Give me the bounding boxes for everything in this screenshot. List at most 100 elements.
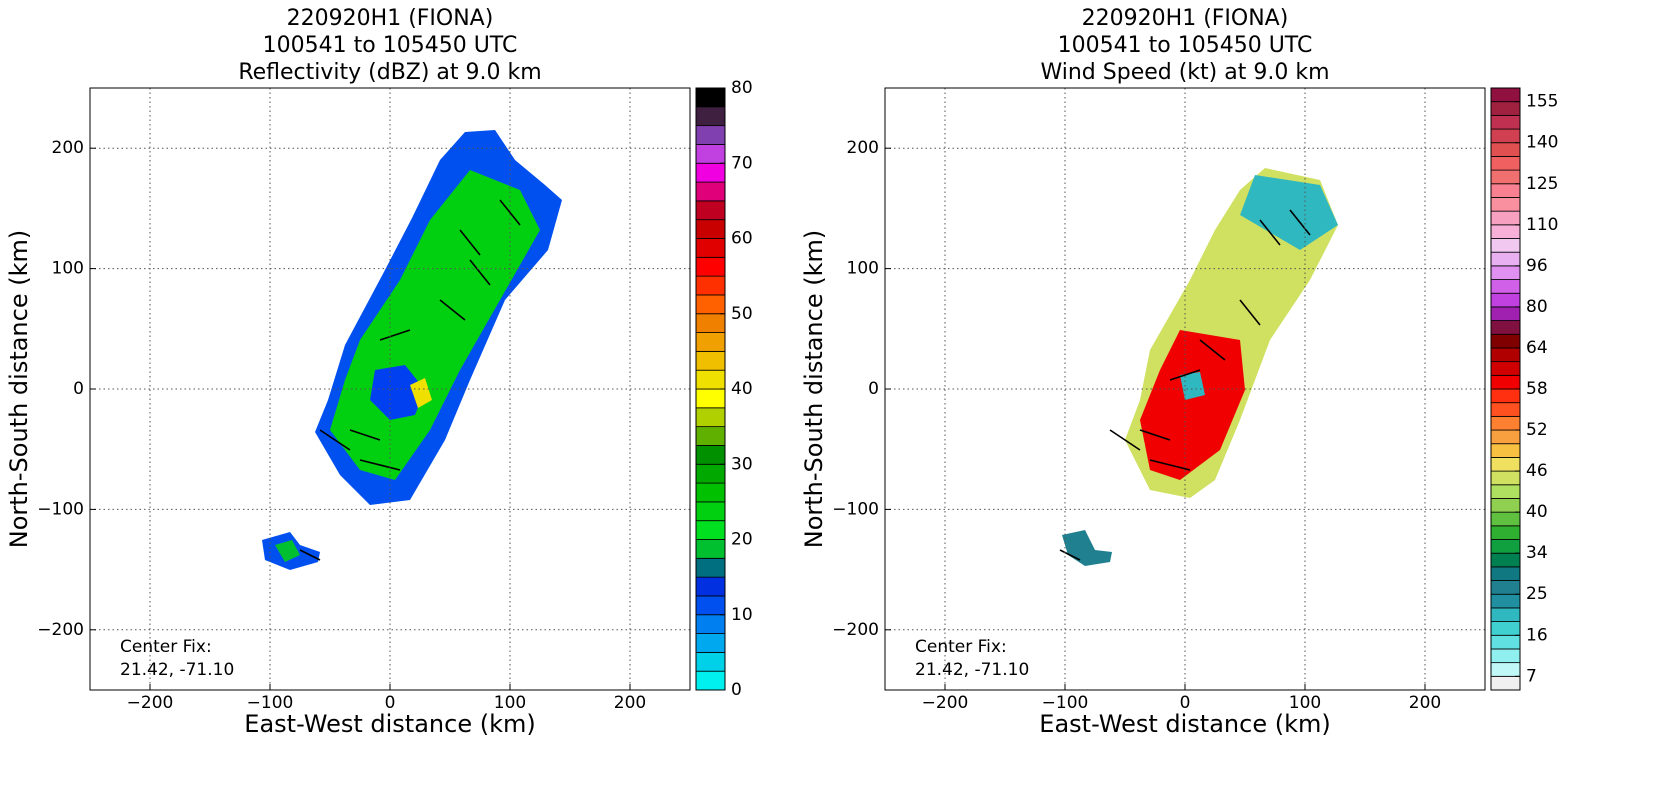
colorbar-swatch [1490, 580, 1521, 595]
x-tick-label: −200 [127, 693, 174, 713]
colorbar-swatch [1490, 634, 1521, 650]
colorbar-swatch [1490, 320, 1521, 335]
x-tick-label: 200 [614, 693, 646, 713]
colorbar-swatch [695, 144, 726, 164]
colorbar-swatch [1490, 415, 1521, 431]
colorbar-swatch [1490, 429, 1521, 445]
colorbar-swatch [695, 294, 726, 315]
colorbar-swatch [1490, 238, 1521, 253]
colorbar-swatch [1490, 114, 1521, 130]
colorbar-swatch [695, 181, 726, 202]
chart-title: 220920H1 (FIONA) [1082, 6, 1289, 31]
colorbar-tick-label: 64 [1526, 338, 1548, 358]
colorbar-swatch [1490, 306, 1521, 321]
colorbar-swatch [695, 125, 726, 145]
x-tick-label: 0 [1180, 693, 1191, 713]
colorbar-swatch [695, 633, 726, 653]
colorbar-tick-label: 40 [731, 379, 753, 399]
echo-region [275, 540, 300, 562]
chart-title: 220920H1 (FIONA) [287, 6, 494, 31]
colorbar-swatch [695, 162, 726, 183]
colorbar-swatch [1490, 101, 1521, 116]
colorbar-swatch [695, 350, 726, 371]
colorbar-swatch [695, 219, 726, 239]
colorbar-swatch [695, 445, 726, 465]
wind-region [1062, 530, 1112, 566]
y-tick-label: −200 [37, 620, 84, 640]
x-tick-label: 0 [385, 693, 396, 713]
colorbar-tick-label: 52 [1526, 420, 1548, 440]
colorbar-swatch [695, 313, 726, 333]
colorbar-swatch [695, 426, 726, 446]
colorbar-swatch [1490, 662, 1521, 677]
x-tick-label: −100 [247, 693, 294, 713]
wind-barbs [1059, 209, 1311, 561]
colorbar-tick-label: 140 [1526, 133, 1558, 153]
colorbar-swatch [695, 106, 726, 127]
annotation: Center Fix: [120, 637, 212, 657]
colorbar-swatch [1490, 142, 1521, 157]
colorbar-tick-label: 96 [1526, 256, 1548, 276]
x-tick-label: −100 [1042, 693, 1089, 713]
colorbar-tick-label: 155 [1526, 92, 1558, 112]
colorbar-swatch [1490, 443, 1521, 458]
y-tick-label: 200 [52, 138, 84, 158]
colorbar-tick-label: 25 [1526, 584, 1548, 604]
colorbar-swatch [695, 651, 726, 672]
colorbar-swatch [1490, 169, 1521, 185]
colorbar-swatch [1490, 402, 1521, 417]
x-axis-label: East-West distance (km) [244, 710, 535, 738]
plot-frame [89, 87, 691, 691]
colorbar-swatch [1490, 648, 1521, 664]
y-axis-label: North-South distance (km) [800, 230, 828, 549]
annotation: 21.42, -71.10 [915, 660, 1029, 680]
colorbar-swatch [1490, 607, 1521, 622]
colorbar-swatch [695, 200, 726, 221]
colorbar-swatch [1490, 279, 1521, 294]
colorbar-tick-label: 30 [731, 454, 753, 474]
colorbar-swatch [1490, 347, 1521, 363]
colorbar-swatch [695, 238, 726, 258]
colorbar-swatch [695, 256, 726, 277]
colorbar-swatch [695, 275, 726, 296]
colorbar-swatch [1490, 374, 1521, 390]
colorbar-swatch [695, 595, 726, 616]
colorbar-swatch [695, 463, 726, 484]
colorbar-tick-label: 0 [731, 680, 742, 700]
x-tick-label: −200 [922, 693, 969, 713]
annotation: 21.42, -71.10 [120, 660, 234, 680]
colorbar-swatch [1490, 525, 1521, 540]
colorbar-swatch [1490, 197, 1521, 212]
wind-region [1140, 330, 1245, 480]
chart-title: 100541 to 105450 UTC [263, 33, 518, 58]
colorbar-swatch [1490, 566, 1521, 581]
colorbar-tick-label: 20 [731, 530, 753, 550]
y-tick-label: −100 [37, 499, 84, 519]
colorbar-tick-label: 7 [1526, 666, 1537, 686]
colorbar-swatch [695, 369, 726, 390]
wind-field-right [1059, 168, 1338, 566]
colorbar-tick-label: 58 [1526, 379, 1548, 399]
colorbar-swatch [695, 614, 726, 634]
wind-region [1240, 175, 1338, 250]
colorbar-tick-label: 110 [1526, 215, 1558, 235]
colorbar-swatch [695, 520, 726, 540]
colorbar-swatch [695, 407, 726, 428]
wind-region [1180, 372, 1205, 400]
colorbar-swatch [1490, 128, 1521, 144]
colorbar-swatch [1490, 388, 1521, 404]
colorbar-swatch [695, 539, 726, 559]
colorbar-swatch [1490, 251, 1521, 267]
chart-title: Reflectivity (dBZ) at 9.0 km [238, 60, 541, 85]
colorbar-swatch [1490, 593, 1521, 609]
colorbar-swatch [1490, 333, 1521, 349]
x-tick-label: 100 [494, 693, 526, 713]
chart-title: Wind Speed (kt) at 9.0 km [1040, 60, 1329, 85]
y-tick-label: 100 [52, 259, 84, 279]
colorbar-swatch [695, 576, 726, 597]
colorbar-swatch [1490, 675, 1521, 691]
y-tick-label: 100 [847, 259, 879, 279]
colorbar-swatch [1490, 183, 1521, 198]
colorbar-swatch [1490, 539, 1521, 554]
